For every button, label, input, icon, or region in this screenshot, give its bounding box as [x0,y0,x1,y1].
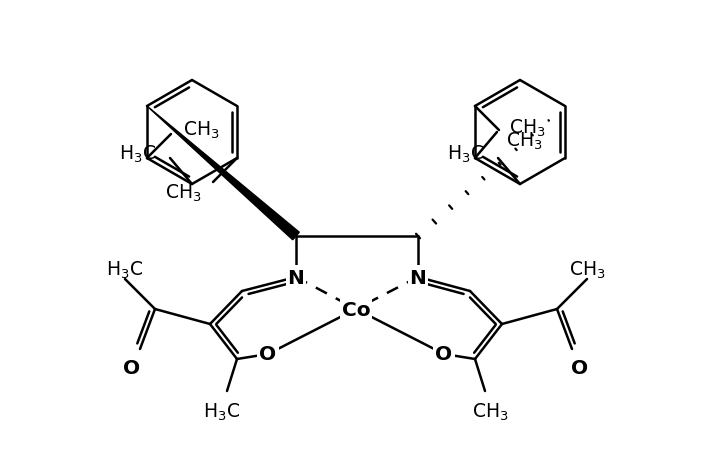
Text: H$_3$C: H$_3$C [204,400,241,422]
Text: CH$_3$: CH$_3$ [164,182,201,203]
Text: CH$_3$: CH$_3$ [508,117,545,138]
Text: N: N [409,268,426,287]
Text: O: O [436,345,453,364]
Text: O: O [259,345,276,364]
Text: CH$_3$: CH$_3$ [471,400,508,422]
Text: CH$_3$: CH$_3$ [183,119,219,140]
Text: Co: Co [342,300,370,319]
Polygon shape [147,107,299,240]
Text: N: N [288,268,305,287]
Text: O: O [572,358,589,377]
Text: CH$_3$: CH$_3$ [569,259,605,280]
Text: CH$_3$: CH$_3$ [506,130,543,152]
Text: H$_3$C: H$_3$C [447,143,485,164]
Text: H$_3$C: H$_3$C [106,259,144,280]
Text: H$_3$C: H$_3$C [120,143,157,164]
Text: O: O [123,358,140,377]
